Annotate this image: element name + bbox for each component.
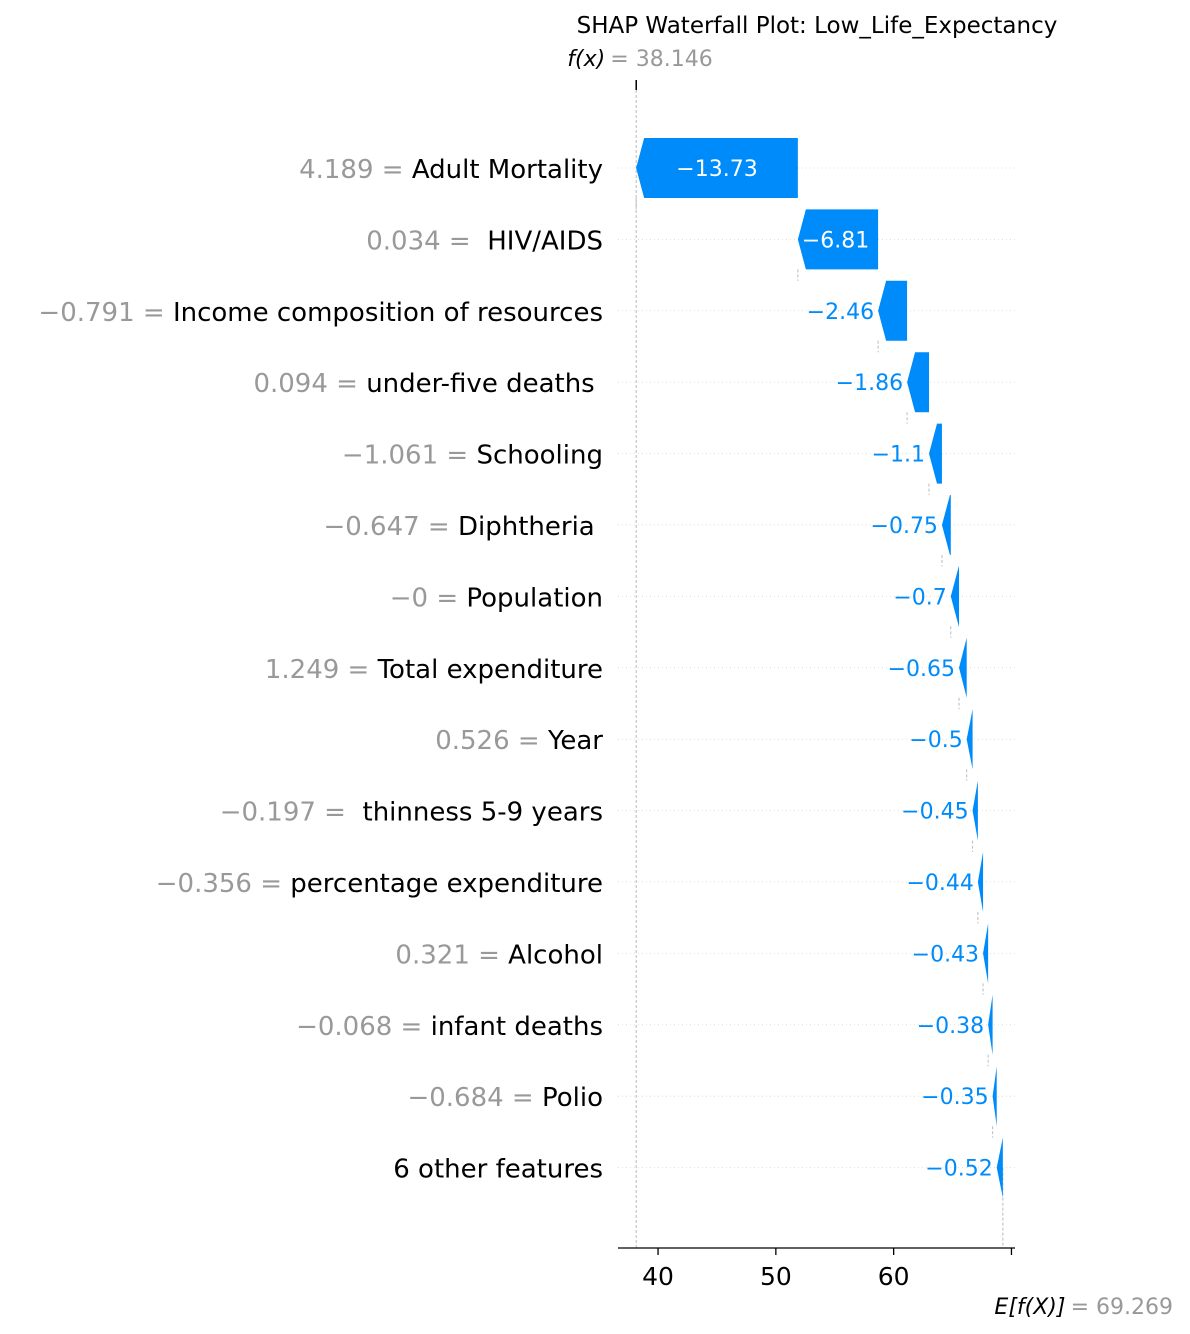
feature-value: −0 = [390,583,467,613]
feature-label: 0.321 = Alcohol [395,940,603,970]
shap-bar [941,495,951,555]
shap-bar [983,923,989,984]
feature-value: −1.061 = [342,441,477,471]
feature-value: −0.684 = [407,1083,542,1113]
x-tick-label: 50 [760,1262,792,1291]
base-value-annotation: E[f(X)] = 69.269 [994,1295,1173,1320]
feature-value: −0.791 = [38,298,173,328]
feature-name: HIV/AIDS [479,226,603,256]
feature-label: −0.684 = Polio [407,1083,603,1113]
bar-value-label: −2.46 [807,300,874,325]
feature-label: −1.061 = Schooling [342,441,603,471]
reference-lines [635,80,1004,1248]
feature-value: 0.321 = [395,940,508,970]
x-axis: 40 50 60 [618,1247,1015,1291]
feature-value: −0.647 = [323,512,458,542]
shap-bar [972,780,978,841]
feature-name: Alcohol [508,940,603,970]
bar-value-label: −0.44 [906,871,973,896]
bar-value-label: −0.75 [871,514,938,539]
chart-title: SHAP Waterfall Plot: Low_Life_Expectancy [577,13,1058,39]
x-tick-label: 60 [878,1262,910,1291]
feature-value: 1.249 = [265,655,378,685]
shap-bar [907,352,929,413]
feature-label: −0.197 = thinness 5-9 years [220,798,603,828]
fx-label: f(x) [567,47,605,72]
feature-name: Total expenditure [377,655,603,685]
feature-name: Diphtheria [458,512,603,542]
base-value-label: E[f(X)] [994,1295,1065,1320]
feature-name: thinness 5-9 years [354,798,603,828]
feature-label: 0.034 = HIV/AIDS [366,226,603,256]
feature-name: Schooling [476,441,603,471]
feature-name: Income composition of resources [173,298,603,328]
shap-bar [966,709,973,770]
shap-bar [797,209,879,270]
shap-bar [878,280,908,341]
bar-value-label: −0.5 [909,728,962,753]
feature-name: infant deaths [431,1012,603,1042]
feature-name: Year [547,726,603,756]
fx-value: 38.146 [636,47,713,72]
feature-value: −0.068 = [296,1012,431,1042]
bars: −13.73 −6.81 −2.46 −1.86 −1.1 −0.75 −0.7 −0.65 −… [635,138,1003,1198]
shap-bar [959,637,967,698]
feature-label: −0.647 = Diphtheria [323,512,603,542]
feature-name: Population [466,583,603,613]
base-value: 69.269 [1096,1295,1173,1320]
feature-labels: 4.189 = Adult Mortality 0.034 = HIV/AIDS −… [38,155,603,1185]
bar-value-label: −0.35 [921,1085,988,1110]
shap-bar [988,994,993,1055]
feature-label: −0.068 = infant deaths [296,1012,603,1042]
bar-value-label: −13.73 [676,157,757,182]
bar-value-label: −6.81 [802,228,869,253]
shap-bar [977,852,984,912]
fx-annotation: f(x) = 38.146 [567,47,712,72]
feature-name: Adult Mortality [412,155,603,185]
bar-value-label: −0.43 [912,942,979,967]
bar-value-label: −0.52 [925,1157,992,1182]
shap-bar [950,566,960,627]
feature-name: under-five deaths [366,369,603,399]
shap-bar [928,423,942,484]
feature-label: 0.094 = under-five deaths [253,369,603,399]
bar-value-label: −0.7 [893,585,946,610]
bar-value-label: −0.38 [917,1014,984,1039]
feature-label: −0 = Population [390,583,603,613]
x-tick-label: 40 [642,1262,674,1291]
shap-bar [636,138,798,198]
feature-name: percentage expenditure [290,869,603,899]
feature-label: −0.791 = Income composition of resources [38,298,603,328]
feature-label: 6 other features [393,1155,603,1185]
bar-value-label: −0.45 [901,800,968,825]
feature-label: 1.249 = Total expenditure [265,655,603,685]
shap-bar [992,1066,997,1127]
feature-value: 0.034 = [366,226,479,256]
bar-value-label: −1.1 [872,443,925,468]
feature-label: 4.189 = Adult Mortality [299,155,603,185]
feature-value: 0.094 = [253,369,366,399]
feature-value: −0.197 = [220,798,355,828]
feature-value: −0.356 = [156,869,291,899]
feature-label: 0.526 = Year [435,726,603,756]
shap-bar [996,1137,1003,1198]
feature-label: −0.356 = percentage expenditure [156,869,603,899]
feature-name: 6 other features [393,1155,603,1185]
feature-value: 0.526 = [435,726,548,756]
bar-value-label: −0.65 [888,657,955,682]
feature-name: Polio [542,1083,603,1113]
feature-value: 4.189 = [299,155,412,185]
bar-value-label: −1.86 [836,371,903,396]
